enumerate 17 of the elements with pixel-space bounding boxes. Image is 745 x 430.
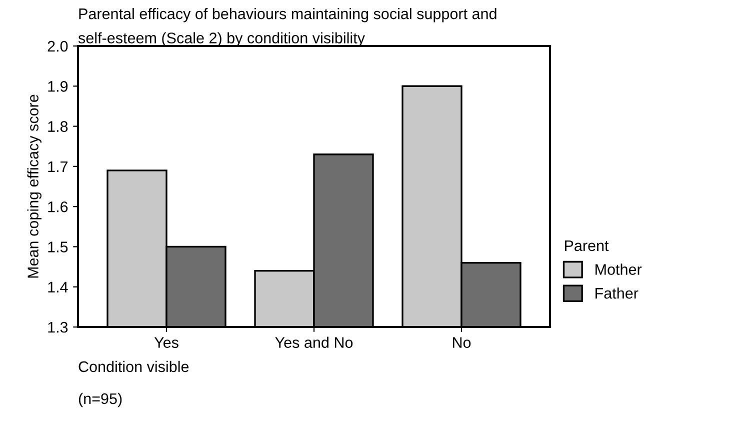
text: (n=95) xyxy=(78,392,122,408)
legend-label: Mother xyxy=(596,264,642,275)
y-axis-title: Mean coping efficacy score xyxy=(27,94,42,278)
x-tick-label: No xyxy=(452,337,471,348)
x-axis-title: Condition visible xyxy=(78,360,189,372)
x-tick-label: Yes xyxy=(154,337,178,348)
y-tick-label: 1.9 xyxy=(48,81,68,92)
y-tick-label: 2.0 xyxy=(48,40,68,52)
legend-title: Parent xyxy=(565,240,609,252)
y-tick-label: 1.7 xyxy=(48,161,68,172)
y-tick-label: 1.3 xyxy=(48,322,68,333)
y-tick-label: 1.5 xyxy=(48,242,68,252)
y-tick-label: 1.6 xyxy=(48,201,68,212)
y-tick-label: 1.8 xyxy=(48,121,68,132)
legend-label: Father xyxy=(596,287,638,299)
x-tick-label: Yes and No xyxy=(275,336,353,348)
y-tick-label: 1.4 xyxy=(48,282,68,292)
